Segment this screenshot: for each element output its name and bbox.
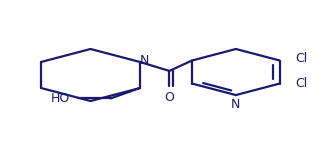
Text: Cl: Cl [296,77,308,90]
Text: Cl: Cl [296,52,308,65]
Text: N: N [231,98,240,111]
Text: N: N [140,54,149,67]
Text: O: O [164,91,174,103]
Text: HO: HO [51,92,70,105]
